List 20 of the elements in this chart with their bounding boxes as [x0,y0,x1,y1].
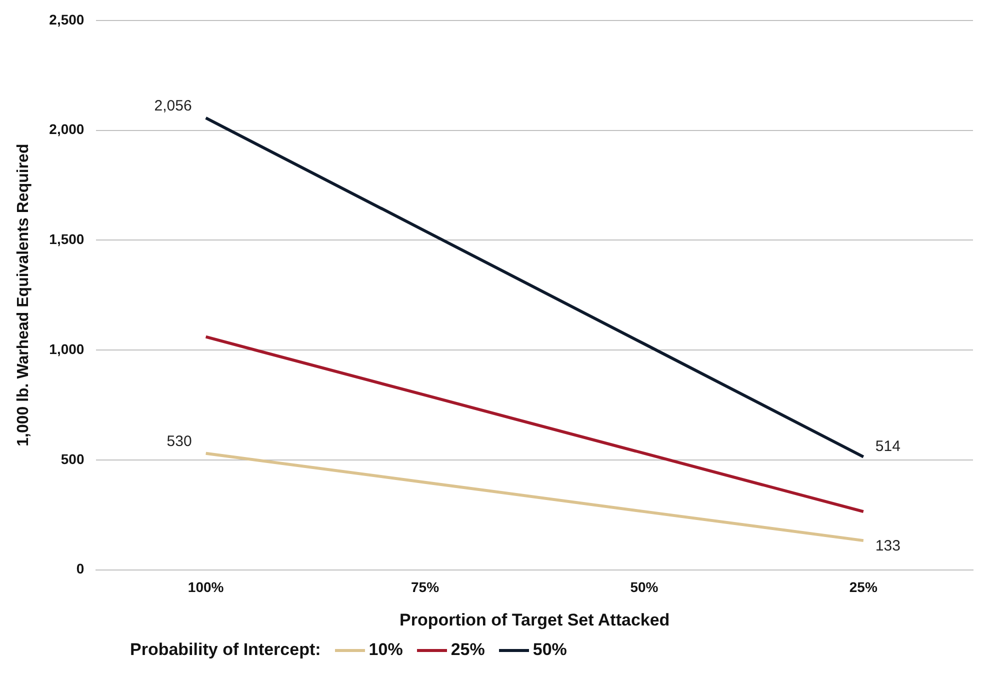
data-label: 2,056 [154,98,192,115]
data-label: 514 [875,438,900,455]
y-tick-label: 0 [76,560,84,577]
y-tick-label: 500 [60,450,84,467]
data-label: 530 [166,432,192,450]
y-tick-label: 1,000 [49,340,84,357]
data-label: 133 [875,538,900,555]
legend-title: Probability of Intercept: [130,640,321,660]
legend-label: 25% [450,640,485,660]
legend-label: 10% [368,640,403,660]
x-tick-label: 75% [411,579,440,596]
y-axis-title: 1,000 lb. Warhead Equivalents Required [15,144,32,446]
y-tick-label: 2,000 [49,121,84,138]
y-tick-label: 2,500 [49,11,84,28]
x-axis-title: Proportion of Target Set Attacked [400,610,670,630]
x-tick-label: 100% [188,579,224,596]
y-tick-label: 1,500 [49,231,84,248]
legend-label: 50% [532,640,567,660]
x-tick-label: 50% [630,579,659,596]
x-tick-label: 25% [849,579,878,596]
